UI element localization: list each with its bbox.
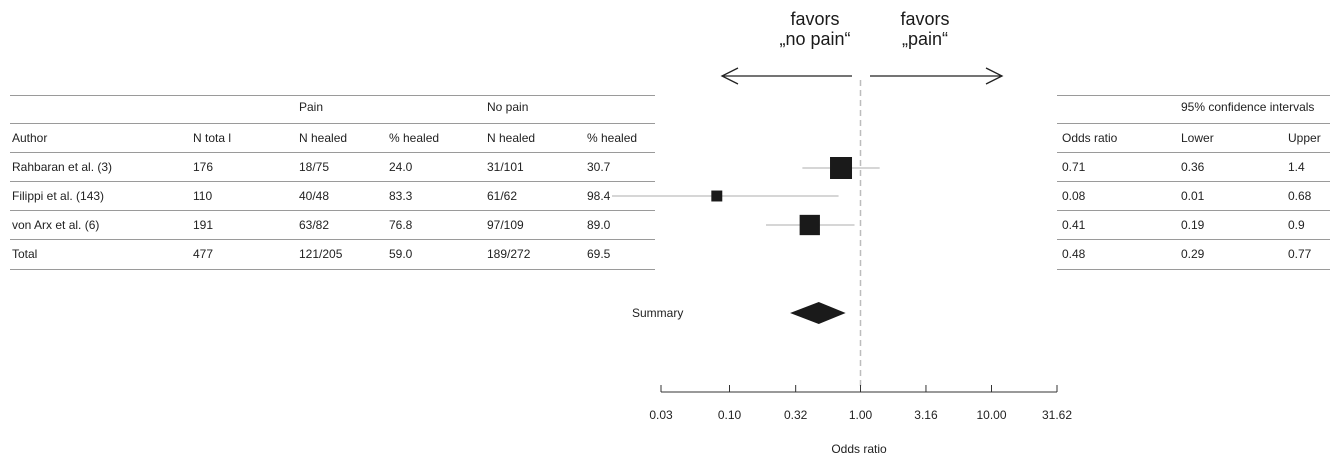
n-total-cell: 191: [193, 218, 214, 232]
col-header-nopain-pct-healed: % healed: [587, 131, 638, 145]
favors-no-pain-line2: „no pain“: [779, 29, 851, 49]
left-table-rule-row: [10, 181, 655, 182]
author-cell: von Arx et al. (6): [12, 218, 100, 232]
x-axis-tick-label: 0.03: [649, 408, 673, 422]
author-cell: Rahbaran et al. (3): [12, 160, 113, 174]
col-header-n-total: N tota l: [193, 131, 232, 145]
lower-cell: 0.29: [1181, 247, 1205, 261]
favors-no-pain-label: favors „no pain“: [740, 9, 890, 49]
col-header-upper: Upper: [1288, 131, 1321, 145]
right-table-rule-group: [1057, 123, 1330, 124]
right-table-rule-top: [1057, 95, 1330, 96]
left-table-rule-row: [10, 210, 655, 211]
upper-cell: 1.4: [1288, 160, 1305, 174]
upper-cell: 0.77: [1288, 247, 1312, 261]
favors-pain-arrow-head: [985, 67, 1004, 85]
favors-pain-label: favors „pain“: [860, 9, 990, 49]
left-table-rule-bottom: [10, 269, 655, 270]
lower-cell: 0.19: [1181, 218, 1205, 232]
group-header-pain: Pain: [299, 100, 324, 114]
col-header-pain-pct-healed: % healed: [389, 131, 440, 145]
point-estimate-box: [799, 214, 820, 236]
summary-label: Summary: [632, 306, 683, 320]
group-header-ci: 95% confidence intervals: [1181, 100, 1315, 114]
right-table-rule-row: [1057, 239, 1330, 240]
col-header-nopain-n-healed: N healed: [487, 131, 536, 145]
point-estimate-box: [830, 157, 853, 179]
x-axis-tick-label: 3.16: [914, 408, 938, 422]
col-header-lower: Lower: [1181, 131, 1214, 145]
pain-pct-healed-cell: 59.0: [389, 247, 413, 261]
odds-ratio-cell: 0.08: [1062, 189, 1086, 203]
author-cell: Filippi et al. (143): [12, 189, 105, 203]
upper-cell: 0.9: [1288, 218, 1305, 232]
pain-n-healed-cell: 121/205: [299, 247, 343, 261]
odds-ratio-cell: 0.41: [1062, 218, 1086, 232]
nopain-n-healed-cell: 31/101: [487, 160, 524, 174]
lower-cell: 0.36: [1181, 160, 1205, 174]
lower-cell: 0.01: [1181, 189, 1205, 203]
favors-no-pain-arrow-head: [720, 67, 739, 85]
right-table-rule-row: [1057, 181, 1330, 182]
favors-pain-line2: „pain“: [901, 29, 949, 49]
left-table-rule-top: [10, 95, 655, 96]
pain-n-healed-cell: 40/48: [299, 189, 330, 203]
nopain-pct-healed-cell: 98.4: [587, 189, 611, 203]
nopain-pct-healed-cell: 89.0: [587, 218, 611, 232]
left-table-rule-row: [10, 239, 655, 240]
favors-no-pain-line1: favors: [790, 9, 840, 29]
left-table-rule-group: [10, 123, 655, 124]
x-axis-tick-label: 31.62: [1042, 408, 1072, 422]
odds-ratio-cell: 0.48: [1062, 247, 1086, 261]
n-total-cell: 176: [193, 160, 214, 174]
n-total-cell: 477: [193, 247, 214, 261]
col-header-author: Author: [12, 131, 48, 145]
x-axis-tick-label: 0.32: [784, 408, 808, 422]
n-total-cell: 110: [193, 189, 213, 203]
right-table-rule-row: [1057, 210, 1330, 211]
odds-ratio-cell: 0.71: [1062, 160, 1086, 174]
pain-pct-healed-cell: 24.0: [389, 160, 413, 174]
nopain-pct-healed-cell: 30.7: [587, 160, 611, 174]
right-table-rule-header: [1057, 152, 1330, 153]
x-axis-tick-label: 1.00: [849, 408, 873, 422]
col-header-pain-n-healed: N healed: [299, 131, 348, 145]
pain-n-healed-cell: 18/75: [299, 160, 330, 174]
author-cell: Total: [12, 247, 38, 261]
left-table-rule-header: [10, 152, 655, 153]
favors-pain-line1: favors: [900, 9, 950, 29]
point-estimate-box: [711, 190, 723, 202]
col-header-odds-ratio: Odds ratio: [1062, 131, 1118, 145]
summary-diamond: [790, 302, 846, 324]
right-table-rule-bottom: [1057, 269, 1330, 270]
nopain-n-healed-cell: 97/109: [487, 218, 524, 232]
pain-pct-healed-cell: 83.3: [389, 189, 413, 203]
nopain-n-healed-cell: 189/272: [487, 247, 531, 261]
x-axis-tick-label: 10.00: [976, 408, 1006, 422]
group-header-no-pain: No pain: [487, 100, 529, 114]
nopain-n-healed-cell: 61/62: [487, 189, 518, 203]
nopain-pct-healed-cell: 69.5: [587, 247, 611, 261]
pain-n-healed-cell: 63/82: [299, 218, 330, 232]
upper-cell: 0.68: [1288, 189, 1312, 203]
x-axis-label: Odds ratio: [831, 442, 887, 453]
pain-pct-healed-cell: 76.8: [389, 218, 413, 232]
x-axis-tick-label: 0.10: [718, 408, 742, 422]
